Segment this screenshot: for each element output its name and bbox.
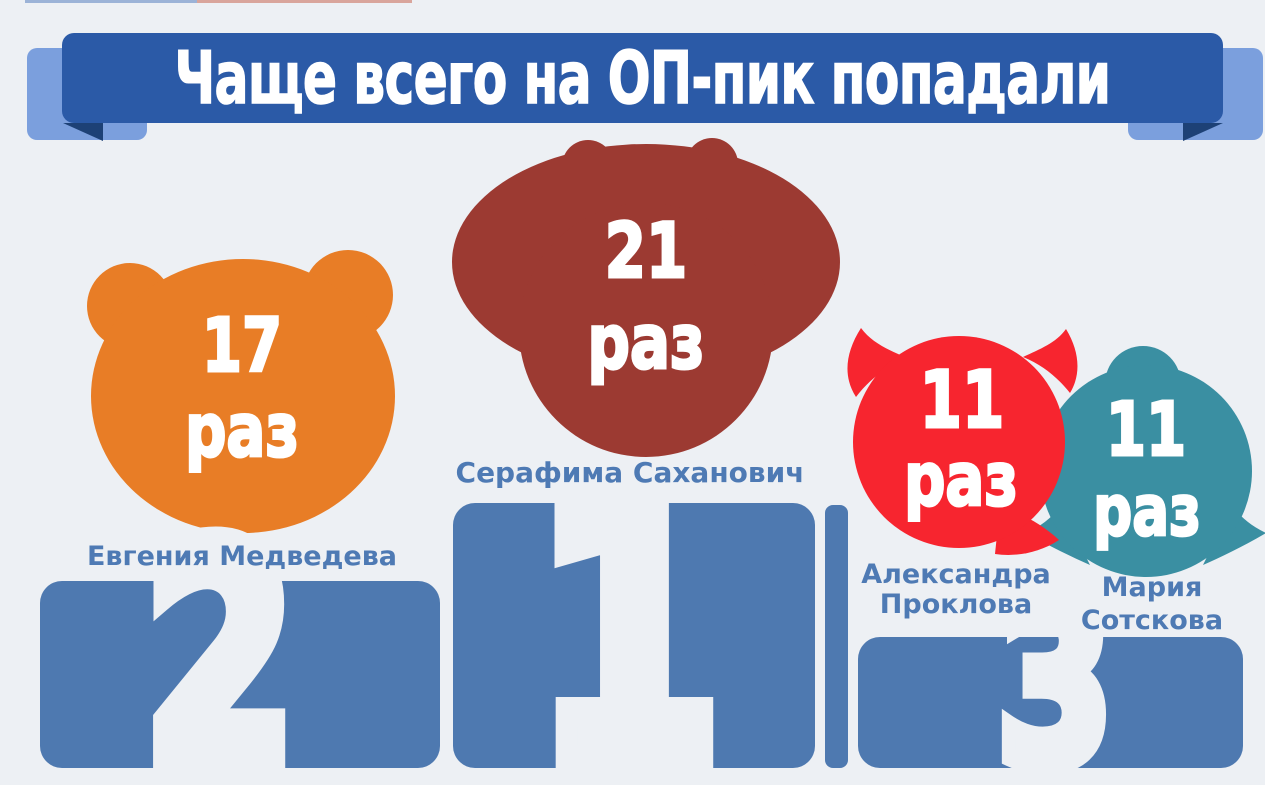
podium-rank-3: 3 xyxy=(991,550,1119,785)
podium-rank-1: 1 xyxy=(524,416,731,785)
skater-name-medvedeva: Евгения Медведева xyxy=(86,540,398,572)
podium-pillar xyxy=(825,505,848,768)
top-strip-salmon xyxy=(197,0,412,3)
bear-count: 17 xyxy=(201,303,284,389)
podium-rank-2: 2 xyxy=(136,482,304,785)
bear-count-unit: раз xyxy=(184,388,300,474)
skater-name-proklova-line2: Проклова xyxy=(879,588,1033,620)
devil-count-unit: раз xyxy=(903,437,1019,523)
top-strip-blue xyxy=(25,0,197,3)
dog-count: 21 xyxy=(604,206,689,295)
skater-name-sotskova-line1: Мария xyxy=(1101,571,1203,603)
podium-step-second xyxy=(40,581,440,768)
page-title: Чаще всего на ОП-пик попадали xyxy=(174,36,1112,120)
dog-count-unit: раз xyxy=(586,297,705,386)
podium-step-third xyxy=(858,637,1243,768)
dog-bump-right xyxy=(686,138,738,190)
skater-name-sakhanovich: Серафима Саханович xyxy=(455,455,805,489)
skater-name-sotskova-line2: Сотскова xyxy=(1080,604,1224,636)
skater-name-proklova-line1: Александра xyxy=(861,558,1051,590)
devil-count: 11 xyxy=(918,356,1005,446)
hooded-count-unit: раз xyxy=(1092,470,1202,552)
dog-bump-left xyxy=(562,140,614,192)
hooded-count: 11 xyxy=(1105,387,1188,473)
podium-step-first xyxy=(453,503,815,768)
banner-ribbon: Чаще всего на ОП-пик попадали xyxy=(62,33,1223,123)
